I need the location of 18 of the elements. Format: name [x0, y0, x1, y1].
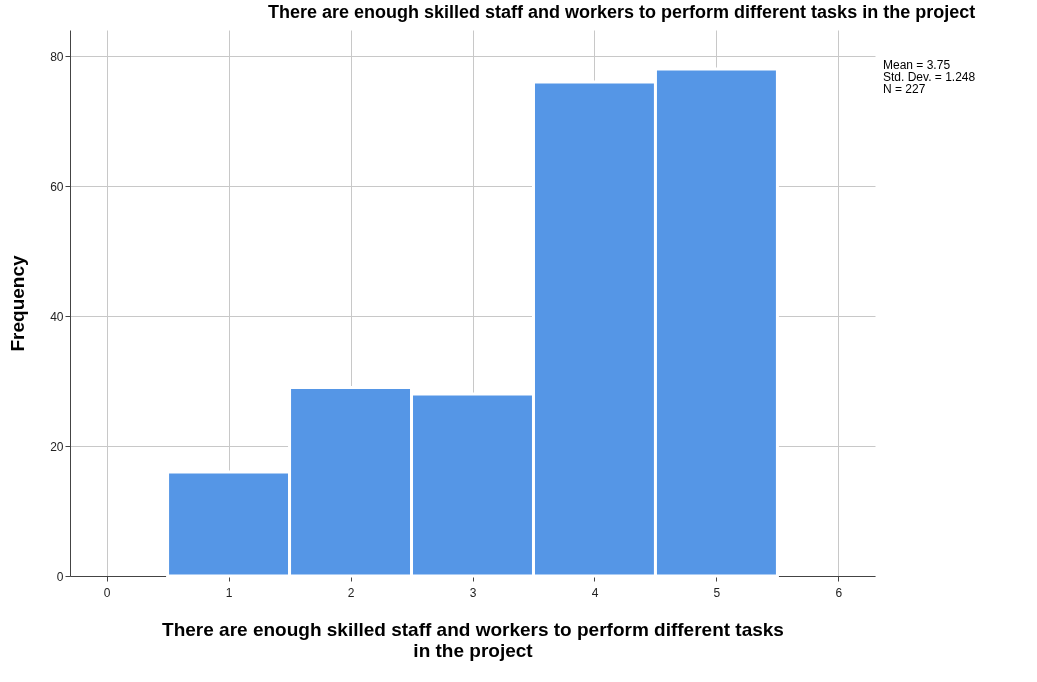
chart-title: There are enough skilled staff and workers to perform different tasks in the project: [268, 2, 976, 22]
y-tick-label: 40: [50, 309, 64, 324]
y-tick-label: 80: [50, 49, 64, 64]
x-tick-label: 4: [591, 585, 599, 600]
x-tick-label: 2: [347, 585, 355, 600]
y-tick-label: 20: [50, 439, 64, 454]
text: Mean = 3.75: [883, 58, 951, 72]
x-tick-label: 3: [469, 585, 477, 600]
y-tick-label: 60: [50, 179, 64, 194]
y-tick-label: 0: [56, 569, 64, 584]
x-tick-label: 5: [713, 585, 721, 600]
text: Std. Dev. = 1.248: [883, 70, 976, 84]
x-tick-label: 0: [103, 585, 111, 600]
x-tick-label: 6: [835, 585, 843, 600]
y-axis-title: Frequency: [7, 255, 29, 352]
x-tick-label: 1: [225, 585, 233, 600]
x-axis-title: There are enough skilled staff and workers to perform different tasks in the project: [162, 618, 784, 661]
text: N = 227: [883, 82, 926, 96]
